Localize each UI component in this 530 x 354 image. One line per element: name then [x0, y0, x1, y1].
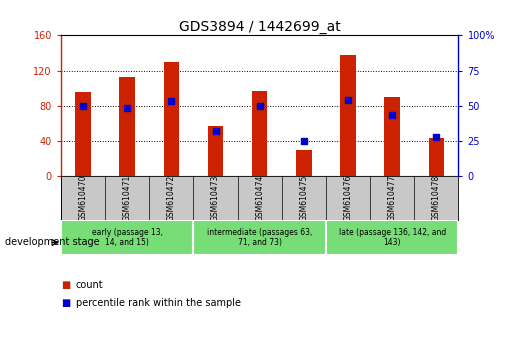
Title: GDS3894 / 1442699_at: GDS3894 / 1442699_at: [179, 21, 341, 34]
Text: ■: ■: [61, 280, 70, 290]
Bar: [119, 77, 135, 176]
Text: early (passage 13,
14, and 15): early (passage 13, 14, and 15): [92, 228, 163, 247]
Text: intermediate (passages 63,
71, and 73): intermediate (passages 63, 71, and 73): [207, 228, 312, 247]
Text: GSM610478: GSM610478: [432, 175, 441, 221]
Bar: [429, 138, 444, 176]
Text: GSM610477: GSM610477: [388, 175, 396, 221]
Text: GSM610472: GSM610472: [167, 175, 176, 221]
Bar: [164, 62, 179, 176]
Bar: [384, 97, 400, 176]
Bar: [340, 55, 356, 176]
Bar: [296, 149, 312, 176]
Text: GSM610471: GSM610471: [123, 175, 131, 221]
Text: ■: ■: [61, 298, 70, 308]
Text: GSM610476: GSM610476: [343, 175, 352, 221]
Bar: [75, 92, 91, 176]
Text: development stage: development stage: [5, 238, 100, 247]
Text: GSM610473: GSM610473: [211, 175, 220, 221]
Bar: [252, 91, 268, 176]
Bar: [208, 126, 223, 176]
Text: GSM610470: GSM610470: [78, 175, 87, 221]
Text: percentile rank within the sample: percentile rank within the sample: [76, 298, 241, 308]
Text: count: count: [76, 280, 103, 290]
Text: GSM610474: GSM610474: [255, 175, 264, 221]
Bar: [326, 220, 458, 255]
Bar: [193, 220, 326, 255]
Text: GSM610475: GSM610475: [299, 175, 308, 221]
Text: late (passage 136, 142, and
143): late (passage 136, 142, and 143): [339, 228, 446, 247]
Bar: [61, 220, 193, 255]
